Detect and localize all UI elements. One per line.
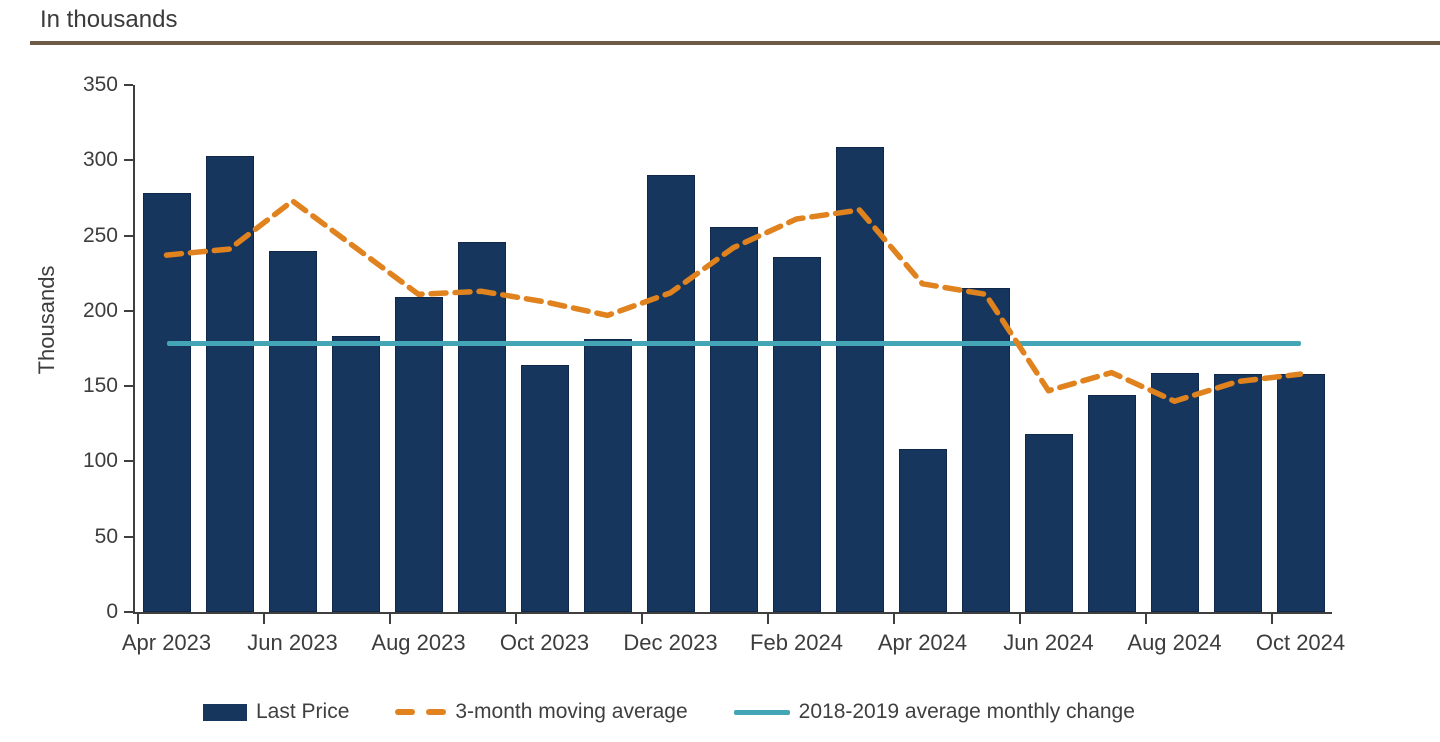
bar-may-2023: [205, 155, 254, 612]
x-tick-mark-10: [1271, 614, 1273, 624]
bar-jun-2023: [268, 250, 317, 612]
x-tick-label-apr-2023: Apr 2023: [121, 630, 212, 655]
legend-label-reference-line: 2018-2019 average monthly change: [798, 700, 1135, 723]
bar-sep-2024: [1213, 374, 1262, 612]
y-tick-mark-50: [124, 535, 133, 538]
reference-line-2018-2019-average: [166, 341, 1301, 347]
x-tick-label-oct-2023: Oct 2023: [499, 630, 590, 655]
y-tick-label-350: 350: [82, 73, 118, 96]
y-tick-mark-150: [124, 385, 133, 388]
bar-aug-2023: [394, 297, 443, 612]
x-tick-mark-8: [1019, 614, 1021, 624]
y-tick-label-200: 200: [82, 298, 118, 322]
legend-item-last-price: Last Price: [203, 700, 349, 724]
reference-line-swatch-icon: [733, 709, 790, 715]
y-tick-mark-200: [124, 309, 133, 312]
chart-subtitle: In thousands: [40, 6, 178, 33]
x-tick-mark-5: [641, 614, 643, 624]
chart-legend: Last Price 3-month moving average 2018-2…: [203, 700, 1135, 724]
bar-feb-2024: [772, 256, 821, 612]
legend-label-last-price: Last Price: [256, 700, 350, 723]
y-tick-label-50: 50: [94, 524, 118, 548]
bar-apr-2023: [142, 193, 191, 612]
x-tick-mark-4: [515, 614, 517, 624]
x-tick-mark-3: [389, 614, 391, 624]
x-tick-label-feb-2024: Feb 2024: [750, 630, 843, 655]
bar-nov-2023: [583, 339, 632, 612]
dashed-line-swatch-icon: [395, 709, 447, 715]
bar-jun-2024: [1024, 434, 1073, 612]
bar-oct-2023: [520, 365, 569, 612]
y-tick-mark-350: [124, 84, 133, 86]
bar-apr-2024: [898, 449, 947, 612]
plot-area: Apr 2023 Jun 2023 Aug 2023 Oct 2023 Dec 2023…: [122, 85, 1345, 655]
header-divider-rule: [30, 41, 1440, 45]
bar-jan-2024: [709, 226, 758, 612]
y-tick-label-250: 250: [82, 223, 118, 247]
bar-swatch-icon: [203, 703, 247, 721]
x-tick-mark-9: [1145, 614, 1147, 624]
x-tick-label-dec-2023: Dec 2023: [623, 630, 718, 655]
y-tick-mark-250: [124, 234, 133, 237]
legend-item-moving-average: 3-month moving average: [395, 700, 688, 724]
x-tick-label-jun-2023: Jun 2023: [247, 630, 338, 655]
y-tick-mark-100: [124, 460, 133, 463]
bar-aug-2024: [1150, 372, 1199, 612]
bar-jul-2023: [331, 336, 380, 612]
x-tick-label-jun-2024: Jun 2024: [1003, 630, 1094, 655]
x-tick-mark-2: [263, 614, 265, 624]
y-tick-label-0: 0: [106, 600, 118, 623]
x-tick-mark-1: [137, 614, 139, 624]
x-tick-label-aug-2024: Aug 2024: [1127, 630, 1222, 655]
y-tick-mark-0: [124, 611, 133, 613]
y-tick-label-100: 100: [82, 449, 118, 473]
x-tick-mark-7: [893, 614, 895, 624]
y-tick-mark-300: [124, 159, 133, 162]
bar-mar-2024: [835, 146, 884, 612]
legend-label-moving-average: 3-month moving average: [455, 700, 688, 723]
y-tick-label-300: 300: [82, 148, 118, 172]
x-tick-label-oct-2024: Oct 2024: [1255, 630, 1346, 655]
y-tick-label-150: 150: [82, 374, 118, 398]
bar-dec-2023: [646, 175, 695, 612]
moving-average-line: [163, 198, 1304, 404]
x-tick-label-apr-2024: Apr 2024: [877, 630, 968, 655]
moving-average-path: [163, 198, 1304, 404]
x-tick-mark-6: [767, 614, 769, 624]
bar-oct-2024: [1276, 374, 1325, 612]
x-tick-label-aug-2023: Aug 2023: [371, 630, 466, 655]
bar-jul-2024: [1087, 395, 1136, 612]
bar-sep-2023: [457, 241, 506, 612]
legend-item-reference-line: 2018-2019 average monthly change: [733, 700, 1135, 724]
